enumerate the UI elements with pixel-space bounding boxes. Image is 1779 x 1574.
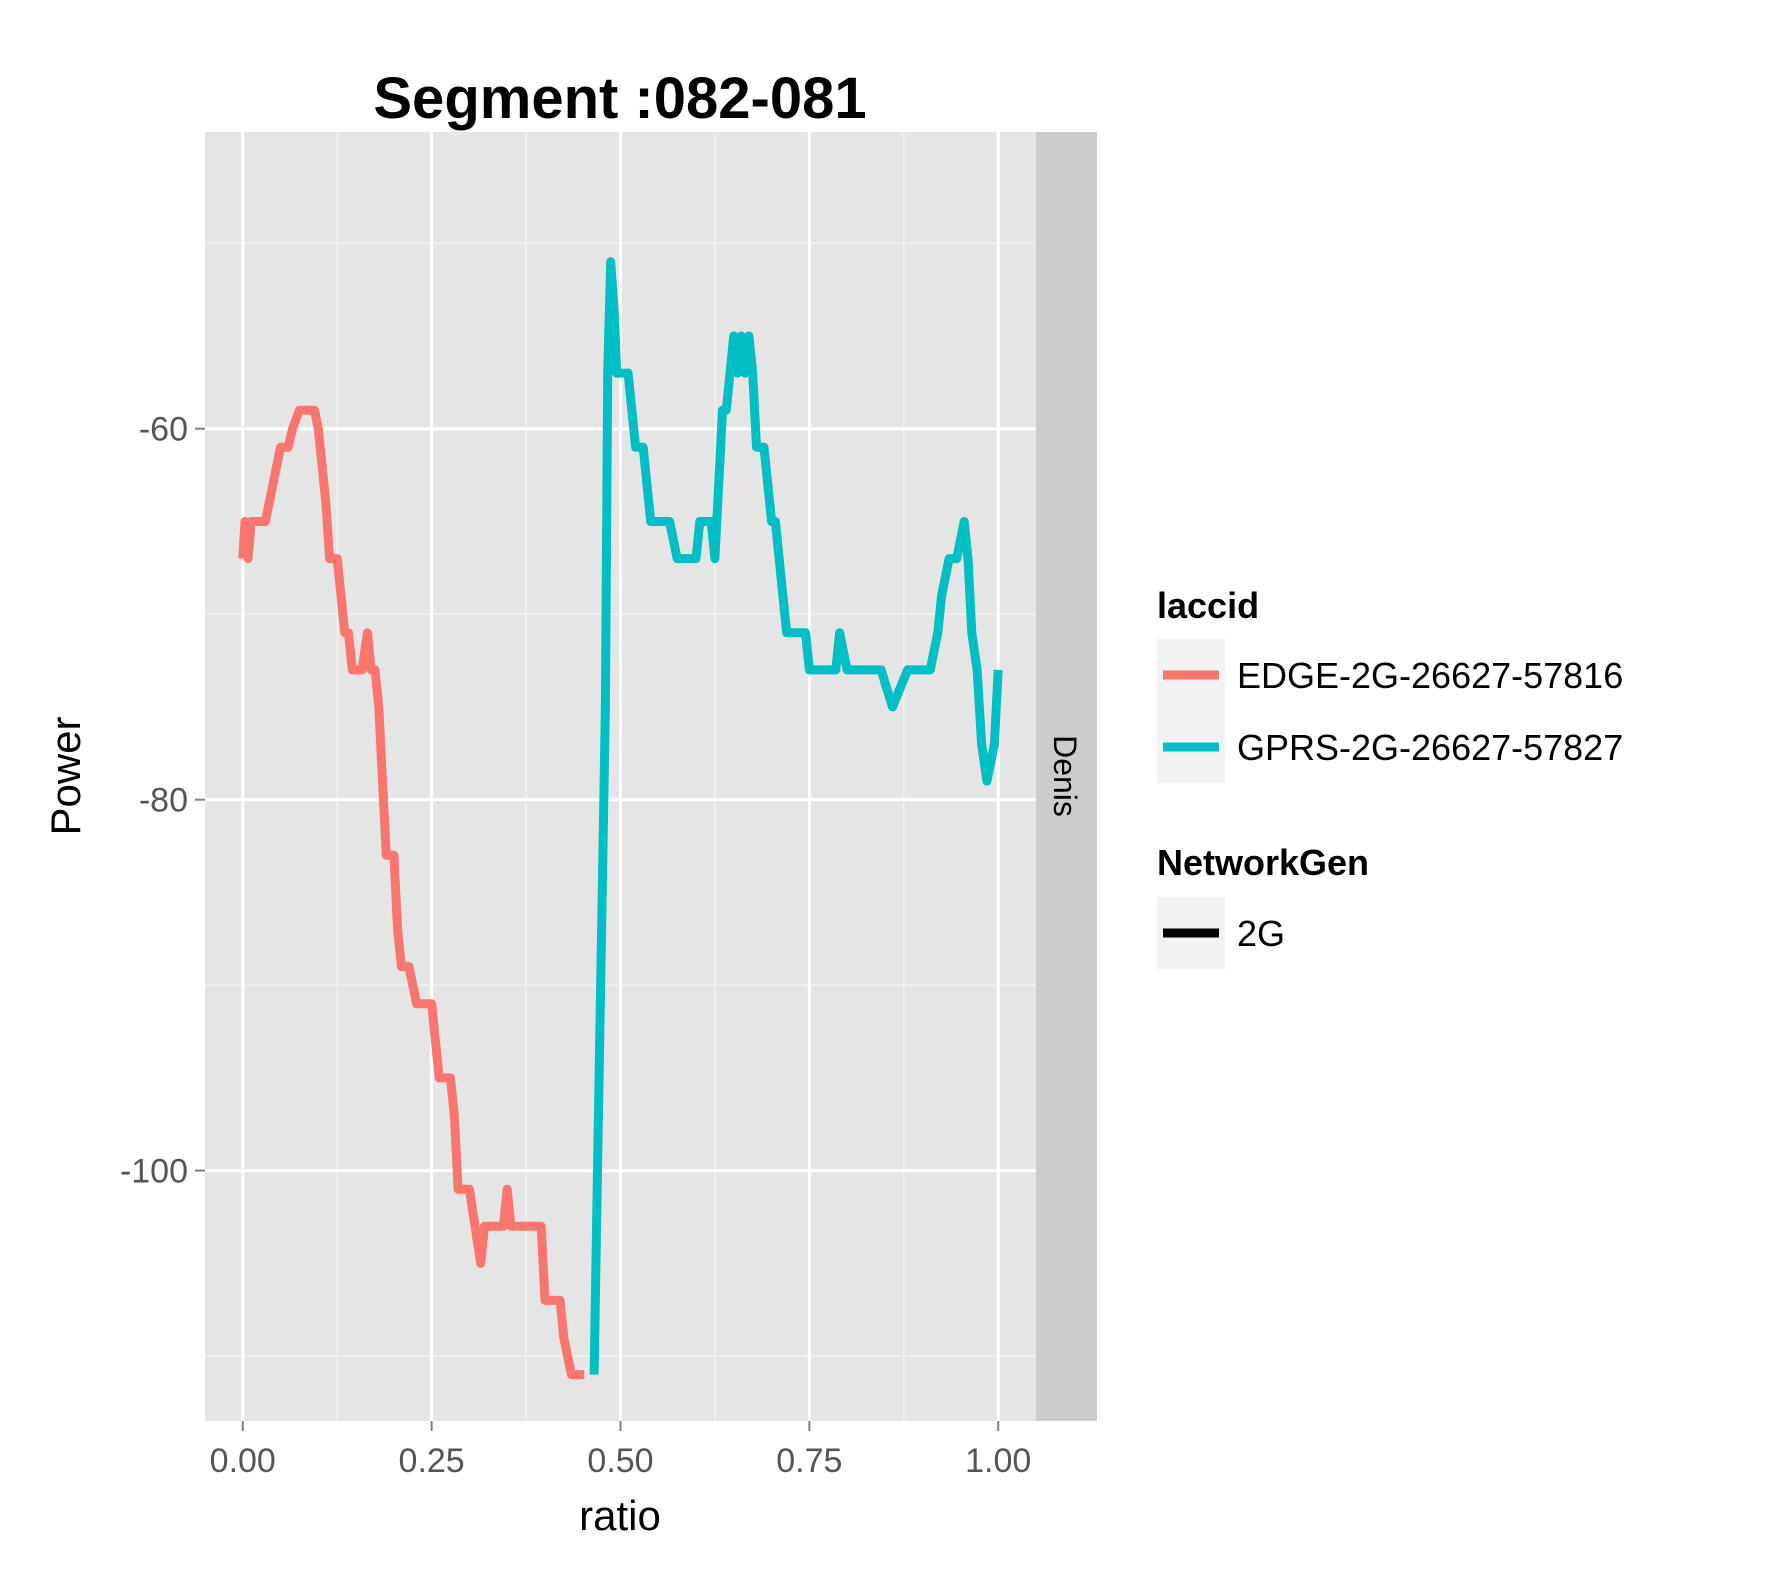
legend-title-networkgen: NetworkGen <box>1157 842 1369 883</box>
x-axis: 0.00 0.25 0.50 0.75 1.00 <box>210 1421 1032 1480</box>
x-tick-label: 0.25 <box>399 1442 465 1480</box>
y-tick-label: -80 <box>139 782 188 820</box>
x-axis-title: ratio <box>579 1492 661 1539</box>
x-tick-label: 0.00 <box>210 1442 276 1480</box>
y-tick-label: -100 <box>120 1153 188 1191</box>
legend-networkgen: NetworkGen 2G <box>1157 842 1369 969</box>
chart-title: Segment :082-081 <box>373 66 866 131</box>
y-axis: -60 -80 -100 <box>120 411 205 1191</box>
facet-label: Denis <box>1047 735 1083 817</box>
x-tick-label: 0.75 <box>776 1442 842 1480</box>
legend-label-gprs: GPRS-2G-26627-57827 <box>1237 727 1623 768</box>
legend-label-2g: 2G <box>1237 913 1285 954</box>
y-tick-label: -60 <box>139 411 188 449</box>
x-tick-label: 0.50 <box>587 1442 653 1480</box>
legend-laccid: laccid EDGE-2G-26627-57816 GPRS-2G-26627… <box>1157 585 1623 783</box>
legend-label-edge: EDGE-2G-26627-57816 <box>1237 655 1623 696</box>
legend-title-laccid: laccid <box>1157 585 1259 626</box>
x-tick-label: 1.00 <box>965 1442 1031 1480</box>
y-axis-title: Power <box>42 716 89 835</box>
